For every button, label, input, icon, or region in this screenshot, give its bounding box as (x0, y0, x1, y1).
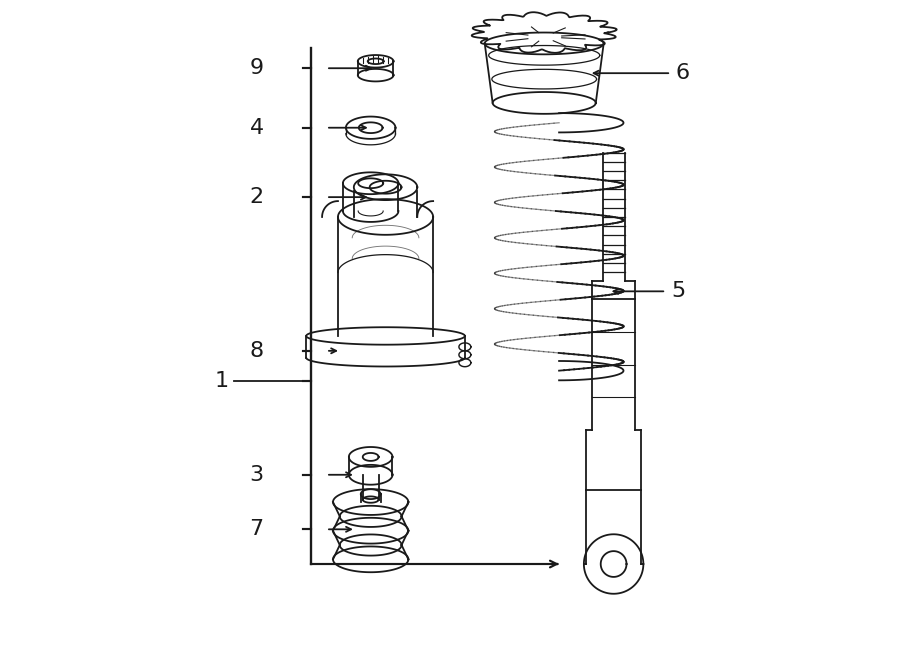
Text: 5: 5 (670, 282, 685, 301)
Text: 6: 6 (676, 63, 690, 83)
Text: 7: 7 (249, 520, 264, 539)
Text: 1: 1 (215, 371, 229, 391)
Text: 2: 2 (249, 187, 264, 207)
Text: 9: 9 (249, 58, 264, 78)
Text: 8: 8 (249, 341, 264, 361)
Text: 3: 3 (249, 465, 264, 485)
Text: 4: 4 (249, 118, 264, 137)
